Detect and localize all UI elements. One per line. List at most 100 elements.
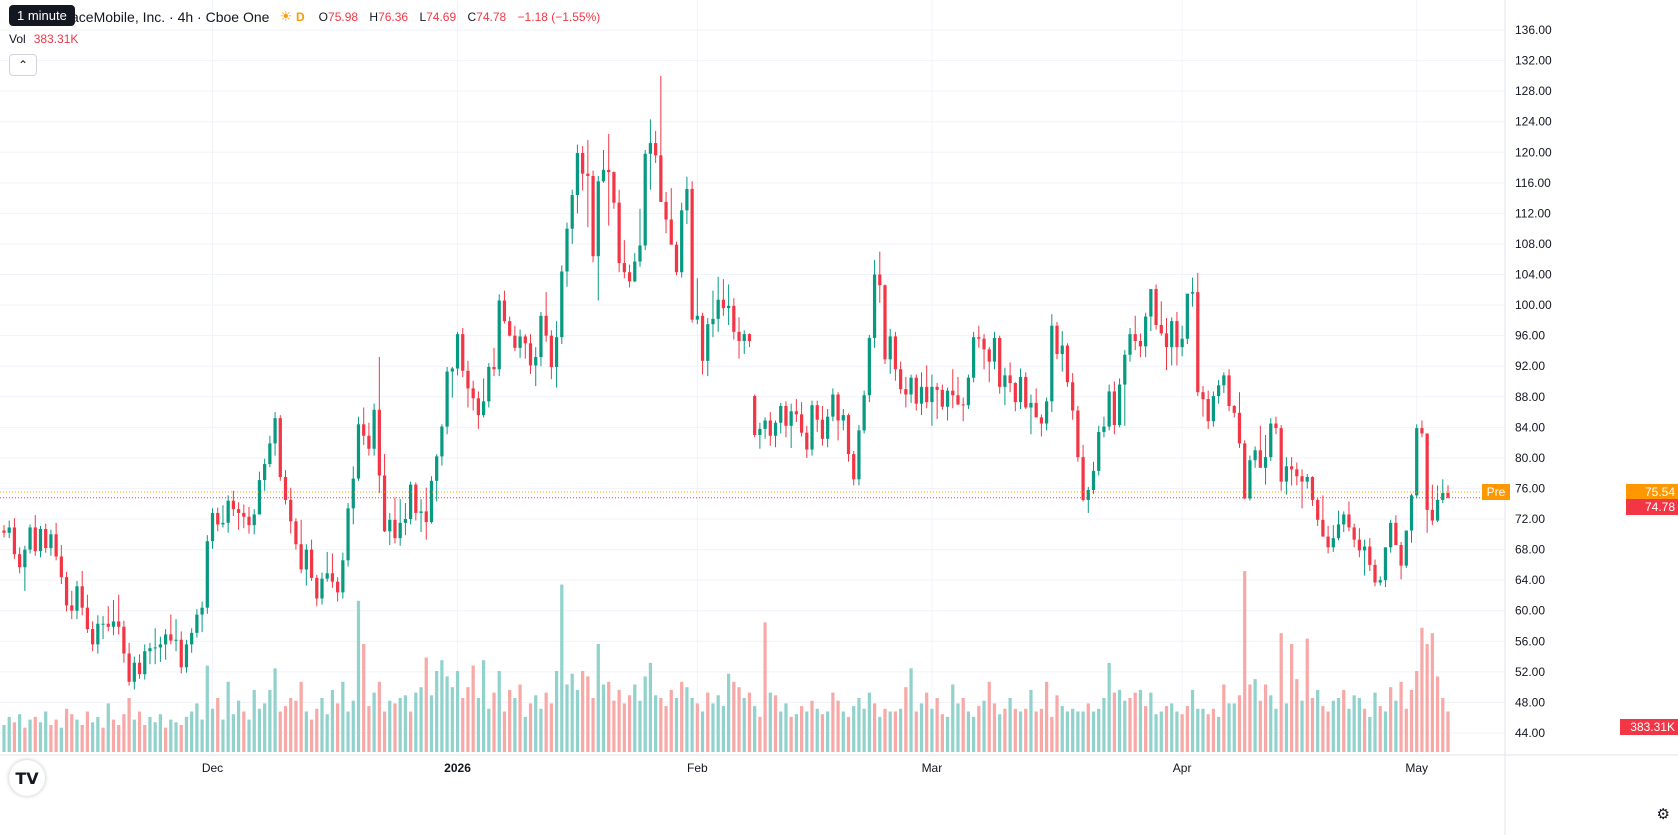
candle-body <box>846 415 851 455</box>
volume-bar <box>216 698 220 752</box>
volume-bar <box>461 698 465 752</box>
price-tick-label: 64.00 <box>1515 573 1545 587</box>
candle-body <box>1154 289 1158 325</box>
candle-body <box>330 573 335 582</box>
candle-body <box>169 634 173 641</box>
volume-bar <box>1289 644 1294 752</box>
candle-body <box>815 405 819 420</box>
candle-body <box>852 454 856 480</box>
candle-body <box>325 573 329 579</box>
volume-bar <box>1378 706 1382 752</box>
tradingview-logo[interactable]: TV <box>9 760 45 796</box>
candle-body <box>1123 354 1127 385</box>
price-axis[interactable]: 136.00 132.00 128.00 124.00 120.00 116.00 112.… <box>1515 23 1552 740</box>
volume-bar <box>351 700 355 752</box>
candle-body <box>1013 383 1017 403</box>
candle-body <box>831 394 835 417</box>
volume-bar <box>101 727 105 752</box>
candle-body <box>1185 293 1189 339</box>
volume-bar <box>831 692 835 752</box>
premarket-label: Pre <box>1482 483 1510 500</box>
symbol-title[interactable]: aceMobile, Inc. · 4h · Cboe One <box>71 8 270 25</box>
candle-body <box>1331 538 1335 548</box>
volume-bar <box>674 698 679 752</box>
volume-bar <box>252 689 256 752</box>
volume-bar <box>205 665 209 752</box>
volume-bar <box>1425 644 1429 752</box>
candle-body <box>1170 321 1174 348</box>
volume-bar <box>283 706 288 752</box>
candle-body <box>1357 539 1361 551</box>
volume-bar <box>1342 689 1346 752</box>
candle-body <box>779 405 783 423</box>
candle-body <box>711 318 715 325</box>
volume-bar <box>773 695 778 752</box>
volume-legend[interactable]: Vol 383.31K <box>9 32 78 46</box>
price-tick-label: 100.00 <box>1515 298 1552 312</box>
volume-bar <box>1258 700 1262 752</box>
volume-bar <box>184 716 189 752</box>
candle-body <box>1211 396 1216 422</box>
candle-body <box>148 648 152 652</box>
candle-body <box>643 153 647 246</box>
candle-body <box>872 274 877 338</box>
open-value: 75.98 <box>328 9 359 24</box>
candle-body <box>1149 289 1153 317</box>
gear-icon[interactable]: ⚙ <box>1656 806 1670 823</box>
collapse-legend-button[interactable]: ⌃ <box>9 54 37 76</box>
price-tick-label: 88.00 <box>1515 390 1545 404</box>
low-key: L <box>419 9 427 24</box>
candle-body <box>1263 457 1268 468</box>
candle-body <box>163 634 168 645</box>
volume-bar <box>158 714 163 752</box>
candle-body <box>1227 375 1231 406</box>
volume-bar <box>367 706 371 752</box>
candle-body <box>1237 412 1242 444</box>
volume-bar <box>341 681 345 752</box>
price-tick-label: 120.00 <box>1515 145 1552 159</box>
volume-bar <box>1305 638 1309 752</box>
candle-body <box>33 527 37 552</box>
volume-bar <box>763 622 767 752</box>
candle-body <box>1342 514 1346 525</box>
delay-badge: D <box>296 9 305 24</box>
volume-bar <box>1383 711 1388 752</box>
volume-bar <box>33 716 37 752</box>
volume-bar <box>1144 706 1148 752</box>
candle-body <box>101 623 105 625</box>
volume-bar <box>28 719 32 752</box>
candle-body <box>742 334 746 342</box>
volume-bar <box>544 692 548 752</box>
candle-body <box>273 418 277 444</box>
symbol-legend[interactable]: aceMobile, Inc. · 4h · Cboe One ☀ D O75.… <box>9 8 600 25</box>
volume-bar <box>1055 695 1059 752</box>
volume-bar <box>508 689 512 752</box>
time-axis[interactable]: Dec 2026 Feb Mar Apr May <box>202 761 1428 775</box>
candle-body <box>471 388 475 399</box>
candle-body <box>1289 466 1294 470</box>
volume-bar <box>643 676 647 752</box>
time-tick-label: Apr <box>1173 761 1192 775</box>
candle-body <box>1305 477 1309 482</box>
candle-body <box>466 370 470 389</box>
volume-bar <box>711 703 715 752</box>
candle-body <box>893 336 898 370</box>
candle-body <box>899 369 903 390</box>
candle-body <box>925 386 929 403</box>
volume-bar <box>1180 714 1184 752</box>
volume-bar <box>862 708 866 752</box>
candle-body <box>1399 545 1403 566</box>
volume-bar <box>445 676 449 752</box>
volume-tag: 383.31K <box>1620 719 1678 735</box>
volume-bar <box>111 719 116 752</box>
candle-body <box>414 484 418 513</box>
volume-bar <box>471 665 475 752</box>
candle-body <box>7 527 11 533</box>
candle-body <box>747 334 752 342</box>
candle-body <box>356 424 361 479</box>
volume-bar <box>1441 698 1445 752</box>
volume-bar <box>403 695 408 752</box>
volume-bar <box>638 700 642 752</box>
